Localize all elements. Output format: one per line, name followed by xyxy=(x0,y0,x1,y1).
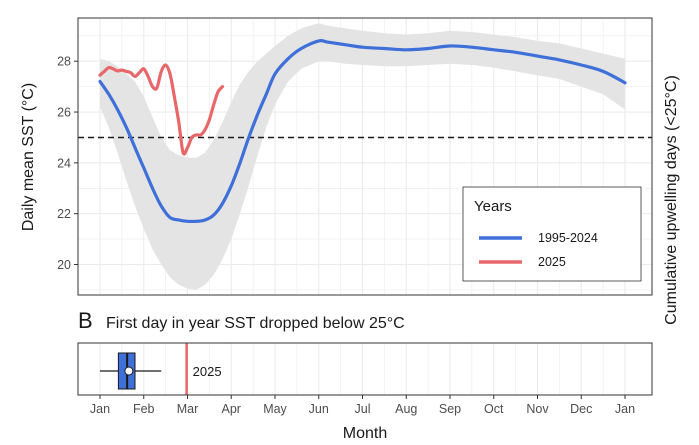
x-tick-label: Dec xyxy=(570,402,592,416)
series-line-2025 xyxy=(98,63,225,156)
x-tick-label: Mar xyxy=(177,402,199,416)
y-tick-label: 24 xyxy=(57,156,71,170)
x-tick-label: Jan xyxy=(615,402,635,416)
panel-a: 20 22 24 26 28 Daily mean SST (°C) Cumulativ… xyxy=(20,17,680,325)
x-axis-label: Month xyxy=(343,425,387,442)
y-tick-label: 28 xyxy=(57,55,71,69)
y-tick-label: 26 xyxy=(57,106,71,120)
x-tick-label: Apr xyxy=(222,402,241,416)
panel-b-x-ticks: Jan Feb Mar Apr May Jun Jul Aug Sep Oct Nov Dec Jan xyxy=(90,395,635,416)
boxplot-mean-point xyxy=(124,366,134,376)
legend-label-1995-2024: 1995-2024 xyxy=(538,231,598,245)
panel-b-label: B xyxy=(78,308,93,333)
panel-b-background xyxy=(78,343,652,395)
y-axis-label: Daily mean SST (°C) xyxy=(20,83,37,231)
legend-box xyxy=(462,186,642,282)
y-tick-label: 22 xyxy=(57,207,71,221)
panel-b-gridlines xyxy=(99,343,626,395)
panel-a-y-ticks: 20 22 24 26 28 xyxy=(57,55,78,272)
x-tick-label: Nov xyxy=(526,402,549,416)
x-tick-label: Aug xyxy=(395,402,417,416)
x-tick-label: Feb xyxy=(133,402,155,416)
legend: Years 1995-2024 2025 xyxy=(462,186,642,282)
panel-a-border xyxy=(77,17,653,296)
secondary-y-axis-label: Cumulative upwelling days (<25°C) xyxy=(663,75,680,325)
x-tick-label: Jan xyxy=(90,402,110,416)
legend-title: Years xyxy=(474,198,512,215)
y-tick-label: 20 xyxy=(57,258,71,272)
legend-label-2025: 2025 xyxy=(538,255,566,269)
marker-label-2025: 2025 xyxy=(193,364,222,379)
panel-b: B First day in year SST dropped below 25… xyxy=(77,308,653,442)
x-tick-label: Oct xyxy=(484,402,504,416)
x-tick-label: Jul xyxy=(355,402,371,416)
x-tick-label: Sep xyxy=(439,402,461,416)
x-tick-label: Jun xyxy=(309,402,329,416)
series-line-1995-2024 xyxy=(98,38,627,224)
x-tick-label: May xyxy=(263,402,287,416)
series-range-band xyxy=(100,23,625,290)
panel-b-title: First day in year SST dropped below 25°C xyxy=(106,315,405,332)
panel-b-border xyxy=(77,342,653,396)
